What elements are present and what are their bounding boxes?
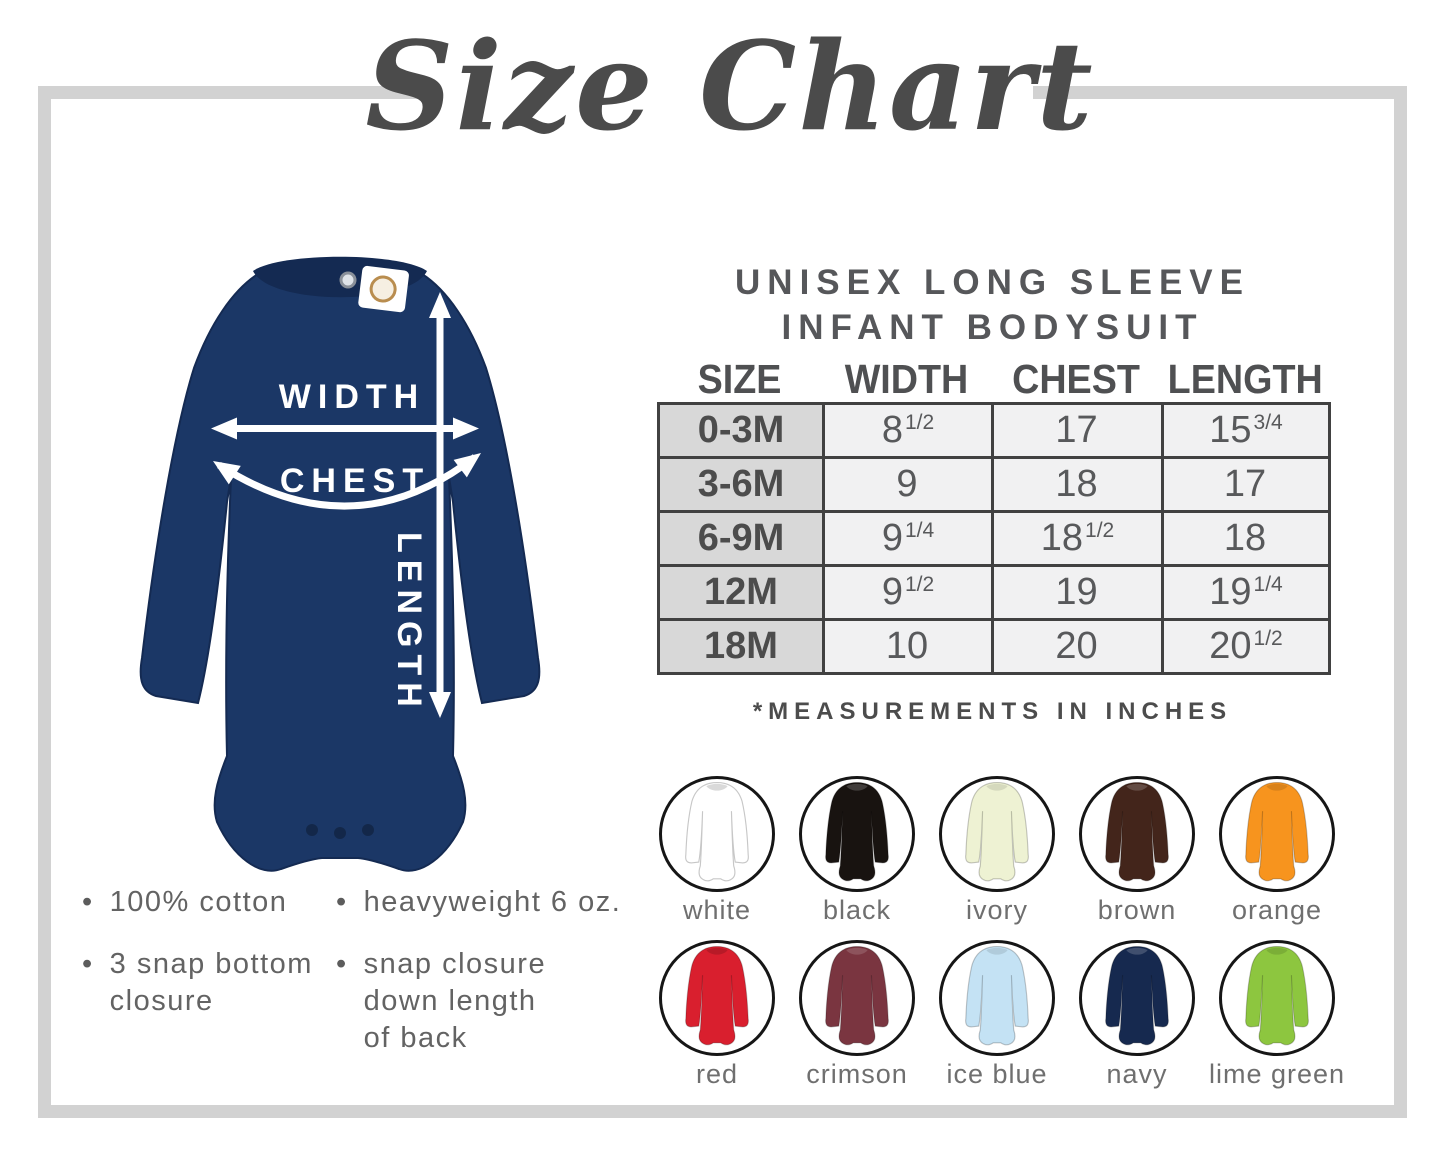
feature-cotton: • 100% cotton — [82, 884, 332, 921]
swatch-orange: orange — [1219, 776, 1335, 940]
bullet-icon: • — [82, 948, 94, 980]
mini-bodysuit-icon — [1105, 945, 1169, 1046]
swatch-lime-green: lime green — [1209, 940, 1345, 1104]
width-arrow — [211, 417, 479, 440]
length-cell: 153/4 — [1161, 402, 1331, 459]
size-cell: 6-9M — [657, 510, 825, 567]
width-label: WIDTH — [279, 378, 425, 416]
chest-cell: 181/2 — [991, 510, 1164, 567]
swatch-circle — [939, 940, 1055, 1056]
mini-bodysuit-icon — [685, 781, 749, 882]
product-heading: UNISEX LONG SLEEVE INFANT BODYSUIT — [657, 260, 1328, 350]
swatch-black: black — [799, 776, 915, 940]
width-cell: 91/4 — [822, 510, 994, 567]
measurements-footnote: *MEASUREMENTS IN INCHES — [752, 698, 1233, 725]
swatch-label: black — [822, 895, 892, 925]
chest-cell: 18 — [991, 456, 1164, 513]
column-header-width: WIDTH — [844, 356, 969, 402]
width-cell: 91/2 — [822, 564, 994, 621]
size-cell: 12M — [657, 564, 825, 621]
bottom-snaps — [306, 824, 374, 839]
swatch-label: lime green — [1208, 1059, 1346, 1089]
mini-bodysuit-icon — [685, 945, 749, 1046]
bullet-icon: • — [82, 886, 94, 918]
column-header-length: LENGTH — [1167, 356, 1323, 402]
width-cell: 9 — [822, 456, 994, 513]
mini-bodysuit-icon — [825, 781, 889, 882]
mini-bodysuit-icon — [825, 945, 889, 1046]
swatch-crimson: crimson — [799, 940, 915, 1104]
bullet-icon: • — [336, 886, 348, 918]
swatch-ivory: ivory — [939, 776, 1055, 940]
table-row: 0-3M 81/2 17 153/4 — [657, 402, 1331, 459]
chest-cell: 19 — [991, 564, 1164, 621]
column-header-size: SIZE — [697, 356, 782, 402]
size-cell: 18M — [657, 618, 825, 675]
length-cell: 18 — [1161, 510, 1331, 567]
swatch-circle — [659, 776, 775, 892]
table-row: 6-9M 91/4 181/2 18 — [657, 510, 1331, 567]
swatch-label: ivory — [965, 895, 1028, 925]
swatch-label: white — [682, 895, 752, 925]
product-heading-line1: UNISEX LONG SLEEVE — [735, 263, 1250, 302]
swatch-ice-blue: ice blue — [939, 940, 1055, 1104]
swatch-circle — [799, 776, 915, 892]
swatch-navy: navy — [1079, 940, 1195, 1104]
frame-title-gap — [433, 74, 1033, 114]
swatch-white: white — [659, 776, 775, 940]
swatch-label: red — [695, 1059, 739, 1089]
swatch-circle — [1219, 776, 1335, 892]
swatch-brown: brown — [1079, 776, 1195, 940]
color-swatch-grid: white black ivory brown orange — [647, 776, 1347, 1104]
swatch-circle — [799, 940, 915, 1056]
swatch-label: navy — [1106, 1059, 1168, 1089]
mini-bodysuit-icon — [965, 945, 1029, 1046]
swatch-red: red — [659, 940, 775, 1104]
table-row: 12M 91/2 19 191/4 — [657, 564, 1331, 621]
swatch-label: brown — [1097, 895, 1177, 925]
swatch-circle — [1219, 940, 1335, 1056]
neck-snap — [339, 271, 357, 289]
mini-bodysuit-icon — [1245, 781, 1309, 882]
mini-bodysuit-icon — [1245, 945, 1309, 1046]
table-row: 18M 10 20 201/2 — [657, 618, 1331, 675]
column-header-chest: CHEST — [1012, 356, 1140, 402]
page-title: Size Chart — [365, 14, 1095, 158]
feature-snap-bottom: • 3 snap bottom closure — [82, 948, 313, 1017]
width-cell: 10 — [822, 618, 994, 675]
swatch-circle — [1079, 776, 1195, 892]
length-arrow — [429, 292, 451, 718]
chest-label: CHEST — [280, 462, 430, 500]
bullet-icon: • — [336, 948, 348, 980]
swatch-label: crimson — [806, 1059, 908, 1089]
size-cell: 0-3M — [657, 402, 825, 459]
swatch-label: ice blue — [946, 1059, 1048, 1089]
length-label: LENGTH — [390, 532, 428, 714]
chest-cell: 17 — [991, 402, 1164, 459]
table-row: 3-6M 9 18 17 — [657, 456, 1331, 513]
neck-tag — [358, 265, 409, 313]
swatch-circle — [939, 776, 1055, 892]
chest-cell: 20 — [991, 618, 1164, 675]
mini-bodysuit-icon — [1105, 781, 1169, 882]
length-cell: 191/4 — [1161, 564, 1331, 621]
size-table-header: SIZE WIDTH CHEST LENGTH — [657, 356, 1328, 402]
product-heading-line2: INFANT BODYSUIT — [781, 308, 1204, 347]
mini-bodysuit-icon — [965, 781, 1029, 882]
swatch-label: orange — [1231, 895, 1323, 925]
size-cell: 3-6M — [657, 456, 825, 513]
swatch-circle — [659, 940, 775, 1056]
feature-heavyweight: • heavyweight 6 oz. — [336, 884, 636, 921]
size-table: 0-3M 81/2 17 153/4 3-6M 9 18 17 6-9M 91/… — [657, 402, 1331, 675]
outer-frame — [38, 86, 1407, 1118]
feature-snap-closure: • snap closure down length of back — [336, 948, 547, 1054]
bodysuit-diagram: WIDTH CHEST LENGTH — [139, 256, 541, 872]
length-cell: 17 — [1161, 456, 1331, 513]
length-cell: 201/2 — [1161, 618, 1331, 675]
swatch-circle — [1079, 940, 1195, 1056]
bodysuit-silhouette — [139, 259, 541, 872]
width-cell: 81/2 — [822, 402, 994, 459]
